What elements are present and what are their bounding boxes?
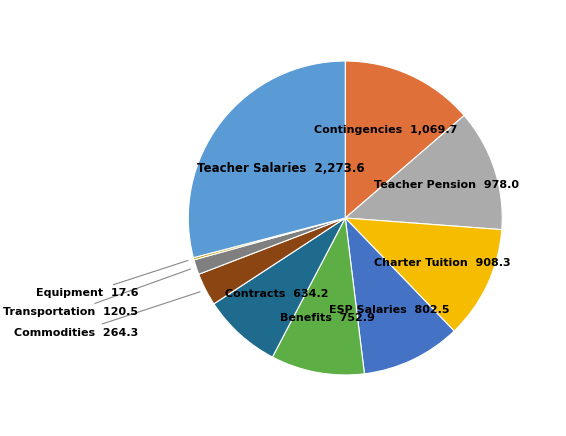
Text: Contracts  634.2: Contracts 634.2 <box>225 289 328 299</box>
Wedge shape <box>194 218 345 274</box>
Wedge shape <box>188 61 345 258</box>
Text: Teacher Salaries  2,273.6: Teacher Salaries 2,273.6 <box>197 162 365 174</box>
Wedge shape <box>272 218 365 375</box>
Text: Equipment  17.6: Equipment 17.6 <box>36 260 188 298</box>
Text: Teacher Pension  978.0: Teacher Pension 978.0 <box>374 180 519 190</box>
Wedge shape <box>345 218 454 374</box>
Text: Transportation  120.5: Transportation 120.5 <box>3 269 191 317</box>
Wedge shape <box>214 218 345 357</box>
Text: Contingencies  1,069.7: Contingencies 1,069.7 <box>314 125 457 135</box>
Wedge shape <box>194 218 345 260</box>
Text: Benefits  752.9: Benefits 752.9 <box>280 313 375 324</box>
Wedge shape <box>345 116 502 230</box>
Wedge shape <box>345 61 464 218</box>
Text: ESP Salaries  802.5: ESP Salaries 802.5 <box>329 305 449 315</box>
Text: Commodities  264.3: Commodities 264.3 <box>14 292 200 337</box>
Text: Charter Tuition  908.3: Charter Tuition 908.3 <box>374 259 510 269</box>
Wedge shape <box>199 218 345 304</box>
Wedge shape <box>345 218 502 331</box>
